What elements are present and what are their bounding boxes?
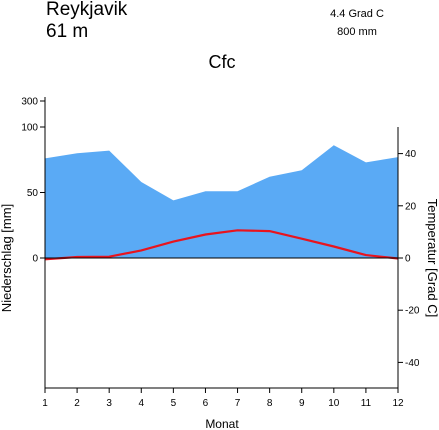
x-tick-label-1: 1 <box>42 398 48 409</box>
annual-precipitation: 800 mm <box>337 26 377 38</box>
station-name: Reykjavik <box>46 0 128 20</box>
left-tick-label-50: 50 <box>27 188 39 199</box>
station-elevation: 61 m <box>46 21 89 42</box>
left-tick-label-300: 300 <box>21 97 38 108</box>
x-tick-label-3: 3 <box>106 398 112 409</box>
x-tick-label-5: 5 <box>171 398 177 409</box>
left-tick-label-0: 0 <box>32 254 38 265</box>
left-axis-title: Niederschlag [mm] <box>0 204 14 312</box>
right-axis-title: Temperatur [Grad C] <box>425 199 439 318</box>
right-tick-label-40: 40 <box>405 149 417 160</box>
x-tick-label-11: 11 <box>361 398 372 409</box>
right-tick-label-0: 0 <box>405 254 411 265</box>
x-tick-label-10: 10 <box>328 398 340 409</box>
climate-classification: Cfc <box>208 52 236 72</box>
x-tick-label-6: 6 <box>203 398 209 409</box>
x-tick-label-2: 2 <box>74 398 80 409</box>
right-tick-label-20: 20 <box>405 201 417 212</box>
x-axis-title: Monat <box>205 417 239 430</box>
right-tick-label--20: -20 <box>405 306 420 317</box>
left-tick-label-100: 100 <box>21 123 38 134</box>
x-tick-label-12: 12 <box>392 398 404 409</box>
x-tick-label-4: 4 <box>138 398 144 409</box>
right-tick-label--40: -40 <box>405 358 420 369</box>
temperature-line <box>44 229 399 261</box>
x-tick-label-9: 9 <box>299 398 305 409</box>
x-tick-label-8: 8 <box>267 398 273 409</box>
precipitation-area <box>45 145 398 258</box>
x-tick-label-7: 7 <box>235 398 241 409</box>
mean-temperature: 4.4 Grad C <box>330 8 384 20</box>
